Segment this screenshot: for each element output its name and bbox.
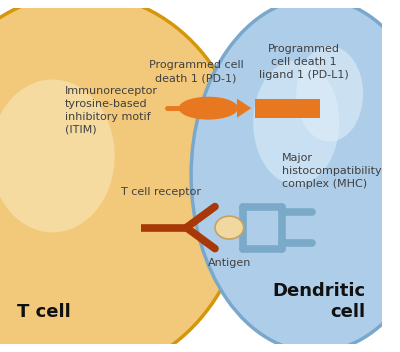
- Ellipse shape: [215, 216, 244, 239]
- Ellipse shape: [191, 0, 400, 352]
- Text: Programmed cell
death 1 (PD-1): Programmed cell death 1 (PD-1): [148, 61, 243, 83]
- Ellipse shape: [296, 46, 363, 142]
- Text: T cell: T cell: [17, 303, 71, 321]
- Polygon shape: [237, 99, 251, 118]
- Ellipse shape: [253, 61, 339, 184]
- Ellipse shape: [179, 97, 238, 120]
- Text: Major
histocompatibility
complex (MHC): Major histocompatibility complex (MHC): [282, 153, 382, 189]
- Text: Immunoreceptor
tyrosine-based
inhibitory motif
(ITIM): Immunoreceptor tyrosine-based inhibitory…: [65, 86, 158, 134]
- Bar: [255, 99, 320, 118]
- Text: Programmed
cell death 1
ligand 1 (PD-L1): Programmed cell death 1 ligand 1 (PD-L1): [259, 44, 349, 80]
- Text: T cell receptor: T cell receptor: [120, 187, 200, 197]
- Ellipse shape: [0, 0, 248, 352]
- Text: Dendritic
cell: Dendritic cell: [272, 282, 365, 321]
- Text: Antigen: Antigen: [208, 258, 251, 268]
- Ellipse shape: [0, 80, 115, 232]
